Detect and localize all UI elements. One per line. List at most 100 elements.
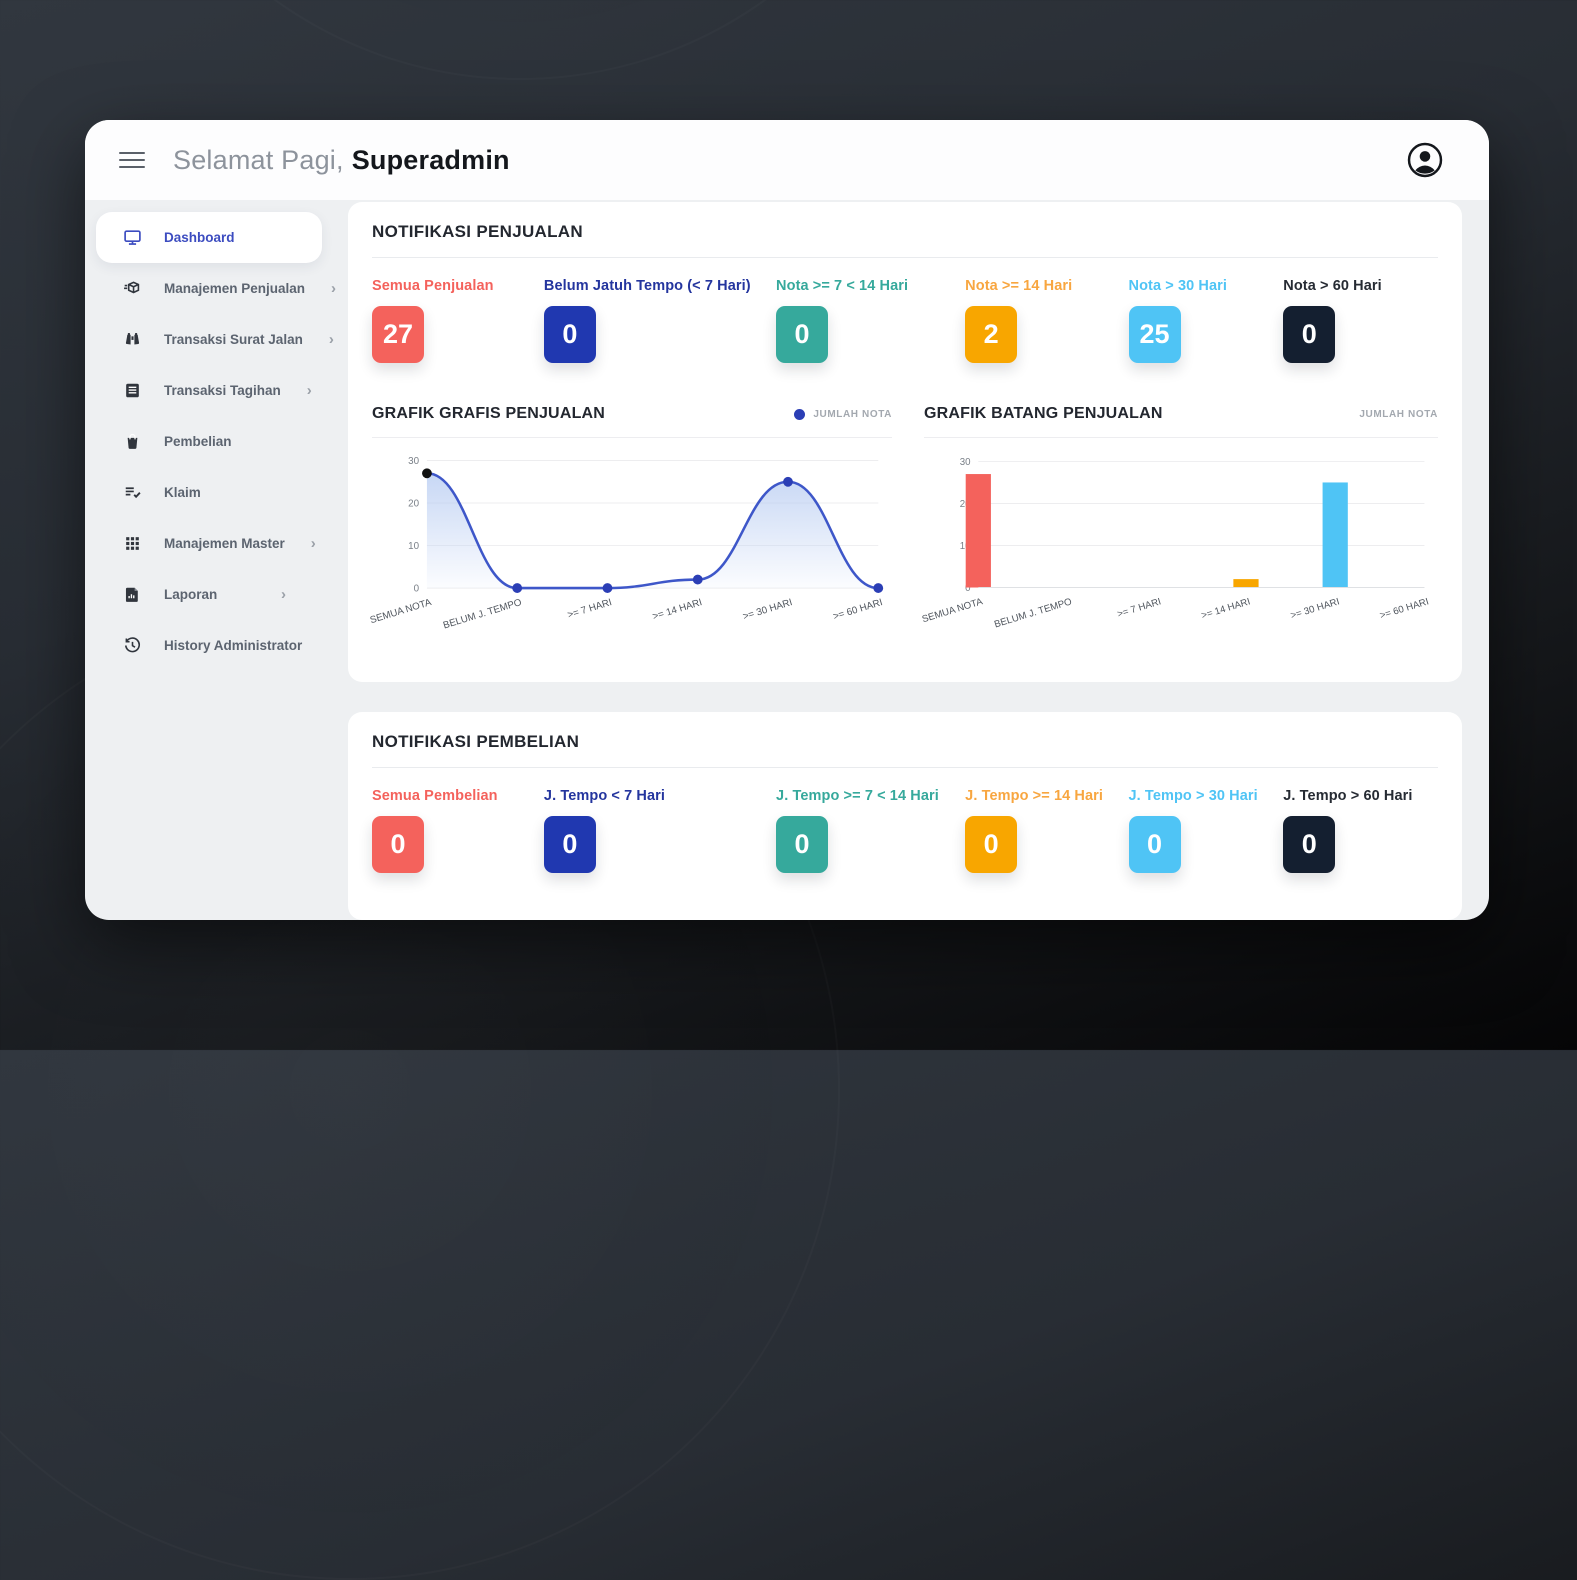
sidebar-item-label: Klaim — [164, 485, 201, 500]
stat-label: J. Tempo < 7 Hari — [543, 788, 666, 804]
stat-card-jtempo-14: J. Tempo >= 14 Hari 0 — [965, 788, 1128, 873]
stat-label: J. Tempo > 60 Hari — [1283, 788, 1413, 804]
file-chart-icon — [122, 585, 142, 605]
stat-card-jtempo-30: J. Tempo > 30 Hari 0 — [1128, 788, 1284, 873]
stat-card-nota-7-14: Nota >= 7 < 14 Hari 0 — [776, 278, 965, 363]
svg-text:20: 20 — [960, 499, 971, 510]
stat-label: Belum Jatuh Tempo (< 7 Hari) — [543, 278, 751, 294]
svg-text:>= 30 HARI: >= 30 HARI — [1289, 596, 1341, 621]
stat-card-nota-14: Nota >= 14 Hari 2 — [965, 278, 1128, 363]
panel-notifikasi-penjualan: NOTIFIKASI PENJUALAN Semua Penjualan 27 … — [348, 202, 1462, 682]
stat-label: Nota >= 7 < 14 Hari — [776, 278, 909, 294]
svg-text:>= 14 HARI: >= 14 HARI — [651, 597, 703, 622]
grid-icon — [122, 534, 142, 554]
divider — [372, 257, 1438, 258]
stat-badge: 0 — [1128, 816, 1181, 873]
svg-text:0: 0 — [965, 583, 971, 594]
sidebar-item-manajemen-penjualan[interactable]: Manajemen Penjualan › — [96, 263, 336, 314]
svg-text:BELUM J. TEMPO: BELUM J. TEMPO — [993, 596, 1074, 630]
divider — [372, 767, 1438, 768]
stat-label: Nota > 60 Hari — [1283, 278, 1382, 294]
bar-chart-title: GRAFIK BATANG PENJUALAN — [924, 405, 1163, 422]
sidebar: Dashboard Manajemen Penjualan › — [85, 200, 336, 920]
page-title: Selamat Pagi, Superadmin — [173, 145, 510, 176]
charts-row: GRAFIK GRAFIS PENJUALAN JUMLAH NOTA 0 10 2… — [369, 405, 1438, 639]
greeting-text: Selamat Pagi, — [173, 144, 344, 175]
bar-chart-block: GRAFIK BATANG PENJUALAN JUMLAH NOTA 0 10 2… — [921, 405, 1438, 639]
stat-badge: 0 — [543, 306, 596, 363]
stat-label: J. Tempo >= 14 Hari — [965, 788, 1104, 804]
stat-badge: 25 — [1128, 306, 1181, 363]
svg-text:10: 10 — [960, 541, 971, 552]
sidebar-item-laporan[interactable]: Laporan › — [96, 569, 322, 620]
stat-card-nota-30: Nota > 30 Hari 25 — [1128, 278, 1284, 363]
stat-card-semua-pembelian: Semua Pembelian 0 — [372, 788, 544, 873]
stat-card-nota-60: Nota > 60 Hari 0 — [1283, 278, 1438, 363]
bar-chart-legend: JUMLAH NOTA — [1359, 408, 1438, 420]
main-content: NOTIFIKASI PENJUALAN Semua Penjualan 27 … — [333, 200, 1489, 920]
user-avatar-icon[interactable] — [1407, 142, 1443, 178]
sidebar-item-transaksi-surat-jalan[interactable]: Transaksi Surat Jalan › — [96, 314, 334, 365]
sidebar-item-pembelian[interactable]: Pembelian — [96, 416, 322, 467]
sidebar-item-label: Transaksi Tagihan — [164, 383, 281, 398]
svg-text:>= 7 HARI: >= 7 HARI — [1116, 596, 1162, 620]
svg-text:>= 7 HARI: >= 7 HARI — [566, 597, 613, 621]
stat-badge: 0 — [1283, 306, 1336, 363]
svg-text:10: 10 — [408, 541, 419, 552]
stat-label: J. Tempo >= 7 < 14 Hari — [776, 788, 939, 804]
sidebar-item-label: Transaksi Surat Jalan — [164, 332, 303, 347]
background-ring-decoration — [100, 0, 940, 80]
line-chart-title: GRAFIK GRAFIS PENJUALAN — [372, 405, 606, 422]
svg-text:SEMUA NOTA: SEMUA NOTA — [369, 597, 433, 626]
chevron-right-icon: › — [281, 586, 286, 603]
bar-chart: 0 10 20 30 SEMUA NOTA BELUM J. TEMPO >= 7 HARI… — [921, 457, 1431, 631]
package-icon — [122, 279, 142, 299]
divider — [372, 437, 892, 438]
stat-badge: 2 — [965, 306, 1018, 363]
username: Superadmin — [351, 144, 510, 175]
sidebar-item-manajemen-master[interactable]: Manajemen Master › — [96, 518, 322, 569]
sidebar-item-label: Manajemen Master — [164, 536, 285, 551]
monitor-icon — [122, 228, 142, 248]
panel-notifikasi-pembelian: NOTIFIKASI PEMBELIAN Semua Pembelian 0 J… — [348, 712, 1462, 920]
chevron-right-icon: › — [331, 280, 337, 297]
line-chart-legend: JUMLAH NOTA — [794, 408, 892, 420]
shopping-bag-icon — [122, 432, 142, 452]
svg-text:>= 60 HARI: >= 60 HARI — [1379, 596, 1431, 621]
chevron-right-icon: › — [306, 382, 312, 399]
line-chart: 0 10 20 30 SEMUA NOTA BELUM J. TEMPO >= 7 HARI… — [369, 456, 884, 631]
stat-badge: 27 — [372, 306, 424, 363]
list-check-icon — [122, 483, 142, 503]
stat-label: Semua Penjualan — [372, 278, 494, 294]
stat-card-belum-jatuh-tempo: Belum Jatuh Tempo (< 7 Hari) 0 — [543, 278, 776, 363]
pembelian-stats-row: Semua Pembelian 0 J. Tempo < 7 Hari 0 J.… — [372, 788, 1438, 873]
divider — [924, 437, 1438, 438]
sidebar-item-transaksi-tagihan[interactable]: Transaksi Tagihan › — [96, 365, 322, 416]
sidebar-item-label: Pembelian — [164, 434, 232, 449]
app-window: Selamat Pagi, Superadmin Dashboard — [85, 120, 1489, 920]
stat-label: J. Tempo > 30 Hari — [1128, 788, 1258, 804]
stat-badge: 0 — [543, 816, 596, 873]
chevron-right-icon: › — [328, 331, 334, 348]
stat-card-semua-penjualan: Semua Penjualan 27 — [372, 278, 544, 363]
sidebar-item-klaim[interactable]: Klaim — [96, 467, 322, 518]
stat-badge: 0 — [776, 306, 829, 363]
stat-badge: 0 — [776, 816, 829, 873]
stat-label: Nota >= 14 Hari — [965, 278, 1073, 294]
svg-text:>= 60 HARI: >= 60 HARI — [832, 597, 884, 622]
sidebar-item-label: Manajemen Penjualan — [164, 281, 306, 296]
stat-card-jtempo-60: J. Tempo > 60 Hari 0 — [1283, 788, 1438, 873]
stat-card-jtempo-7-14: J. Tempo >= 7 < 14 Hari 0 — [776, 788, 965, 873]
svg-text:30: 30 — [408, 456, 419, 467]
svg-text:0: 0 — [414, 584, 420, 595]
sidebar-item-history-administrator[interactable]: History Administrator — [96, 620, 322, 671]
journal-icon — [122, 381, 142, 401]
stat-badge: 0 — [1283, 816, 1336, 873]
svg-text:BELUM J. TEMPO: BELUM J. TEMPO — [442, 597, 523, 631]
stat-badge: 0 — [965, 816, 1018, 873]
hamburger-menu-icon[interactable] — [119, 151, 145, 169]
sidebar-item-label: Laporan — [164, 587, 218, 602]
stat-label: Nota > 30 Hari — [1128, 278, 1228, 294]
sidebar-item-dashboard[interactable]: Dashboard — [96, 212, 322, 263]
line-chart-block: GRAFIK GRAFIS PENJUALAN JUMLAH NOTA 0 10 2… — [369, 405, 892, 639]
